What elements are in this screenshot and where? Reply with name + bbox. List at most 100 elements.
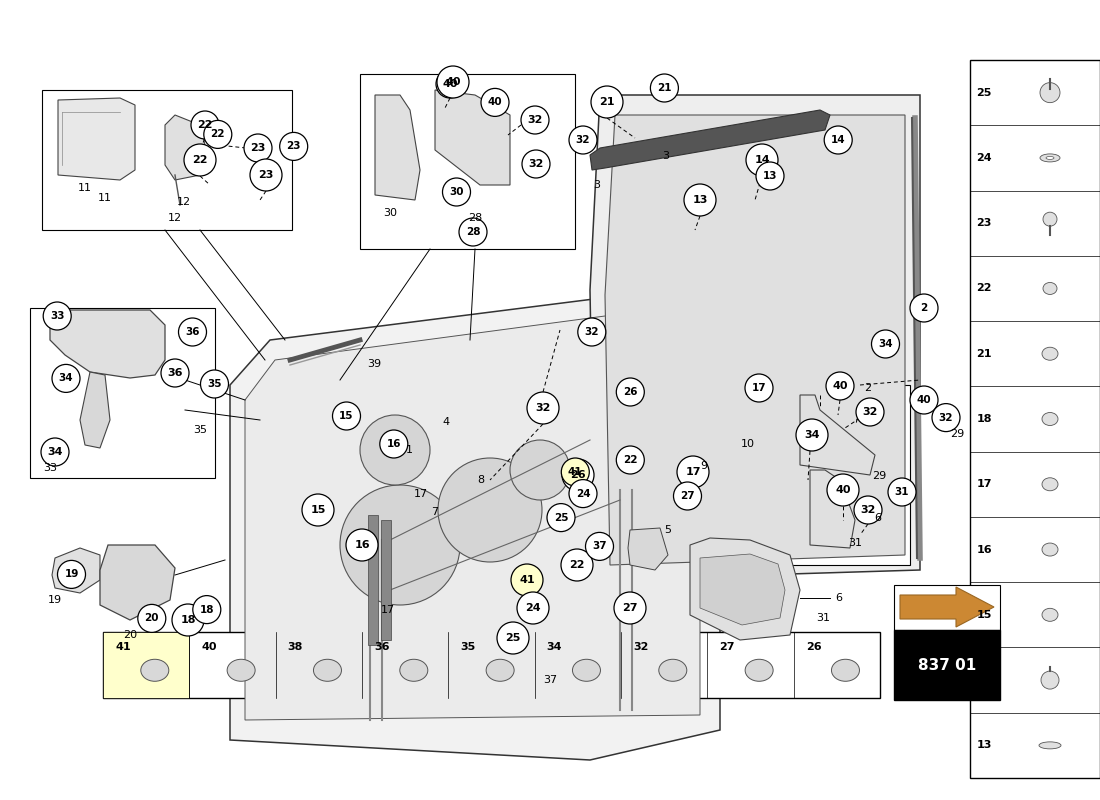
Circle shape	[379, 430, 408, 458]
Text: 13: 13	[762, 171, 778, 181]
Text: 14: 14	[976, 675, 992, 685]
Text: 30: 30	[383, 208, 397, 218]
FancyBboxPatch shape	[368, 515, 378, 645]
Circle shape	[302, 494, 334, 526]
Circle shape	[650, 74, 679, 102]
Text: 40: 40	[442, 79, 458, 89]
Circle shape	[172, 604, 204, 636]
Ellipse shape	[399, 659, 428, 682]
Text: 35: 35	[460, 642, 475, 652]
Circle shape	[161, 359, 189, 387]
Circle shape	[340, 485, 460, 605]
Circle shape	[52, 364, 80, 393]
Text: 27: 27	[680, 491, 695, 501]
Circle shape	[1040, 82, 1060, 102]
Circle shape	[436, 70, 464, 98]
Text: 32: 32	[575, 135, 591, 145]
Ellipse shape	[1042, 608, 1058, 622]
Circle shape	[910, 294, 938, 322]
Circle shape	[591, 86, 623, 118]
Text: 40: 40	[201, 642, 217, 652]
Polygon shape	[690, 538, 800, 640]
Text: 18: 18	[199, 605, 214, 614]
Text: 20: 20	[123, 630, 138, 640]
Text: 34: 34	[47, 447, 63, 457]
Circle shape	[569, 126, 597, 154]
Ellipse shape	[1042, 543, 1058, 556]
Ellipse shape	[1040, 154, 1060, 162]
Text: 6: 6	[835, 593, 842, 603]
Text: 2: 2	[865, 383, 871, 393]
Text: 35: 35	[207, 379, 222, 389]
FancyBboxPatch shape	[30, 308, 214, 478]
Polygon shape	[590, 110, 830, 170]
Circle shape	[522, 150, 550, 178]
Text: 32: 32	[862, 407, 878, 417]
Circle shape	[459, 218, 487, 246]
Circle shape	[826, 372, 854, 400]
Text: 40: 40	[446, 77, 461, 87]
Text: 23: 23	[258, 170, 274, 180]
Circle shape	[756, 162, 784, 190]
Text: 31: 31	[816, 613, 831, 623]
Circle shape	[746, 144, 778, 176]
Circle shape	[1041, 671, 1059, 689]
Circle shape	[856, 398, 884, 426]
Polygon shape	[50, 310, 165, 378]
Text: 18: 18	[977, 414, 992, 424]
Polygon shape	[52, 548, 100, 593]
Text: 34: 34	[58, 374, 74, 383]
Circle shape	[614, 592, 646, 624]
Circle shape	[527, 392, 559, 424]
Text: 7: 7	[431, 507, 438, 517]
FancyBboxPatch shape	[790, 385, 910, 565]
FancyBboxPatch shape	[894, 630, 1000, 700]
Ellipse shape	[141, 659, 168, 682]
Text: 23: 23	[977, 218, 992, 228]
Text: 26: 26	[570, 470, 586, 480]
Text: 33: 33	[43, 463, 57, 473]
Text: 25: 25	[553, 513, 569, 522]
Text: 22: 22	[570, 560, 585, 570]
Text: 27: 27	[719, 642, 735, 652]
Text: 16: 16	[354, 540, 370, 550]
Circle shape	[827, 474, 859, 506]
Text: 32: 32	[584, 327, 600, 337]
Text: 837 01: 837 01	[917, 658, 976, 673]
Circle shape	[824, 126, 852, 154]
Text: 27: 27	[623, 603, 638, 613]
Polygon shape	[628, 528, 668, 570]
Ellipse shape	[227, 659, 255, 682]
Circle shape	[332, 402, 361, 430]
Text: 36: 36	[167, 368, 183, 378]
Polygon shape	[230, 290, 720, 760]
Text: 20: 20	[144, 614, 159, 623]
Text: 22: 22	[977, 283, 992, 294]
Text: 32: 32	[632, 642, 648, 652]
Polygon shape	[605, 115, 905, 565]
Circle shape	[578, 318, 606, 346]
Text: 37: 37	[592, 542, 607, 551]
Circle shape	[585, 533, 614, 561]
Ellipse shape	[486, 659, 514, 682]
Text: 5: 5	[664, 525, 671, 534]
Text: 17: 17	[751, 383, 767, 393]
Ellipse shape	[1042, 478, 1058, 490]
Circle shape	[512, 564, 543, 596]
Text: 18: 18	[180, 615, 196, 625]
Circle shape	[561, 458, 590, 486]
Circle shape	[616, 378, 645, 406]
Circle shape	[250, 159, 282, 191]
Text: 9: 9	[701, 462, 707, 471]
Circle shape	[184, 144, 216, 176]
Text: 40: 40	[916, 395, 932, 405]
Circle shape	[796, 419, 828, 451]
Text: 21: 21	[657, 83, 672, 93]
Text: 3: 3	[662, 151, 669, 161]
Circle shape	[561, 549, 593, 581]
Text: 36: 36	[185, 327, 200, 337]
Text: 34: 34	[804, 430, 820, 440]
Ellipse shape	[1040, 742, 1062, 749]
Text: 29: 29	[950, 430, 964, 439]
Polygon shape	[80, 372, 110, 448]
